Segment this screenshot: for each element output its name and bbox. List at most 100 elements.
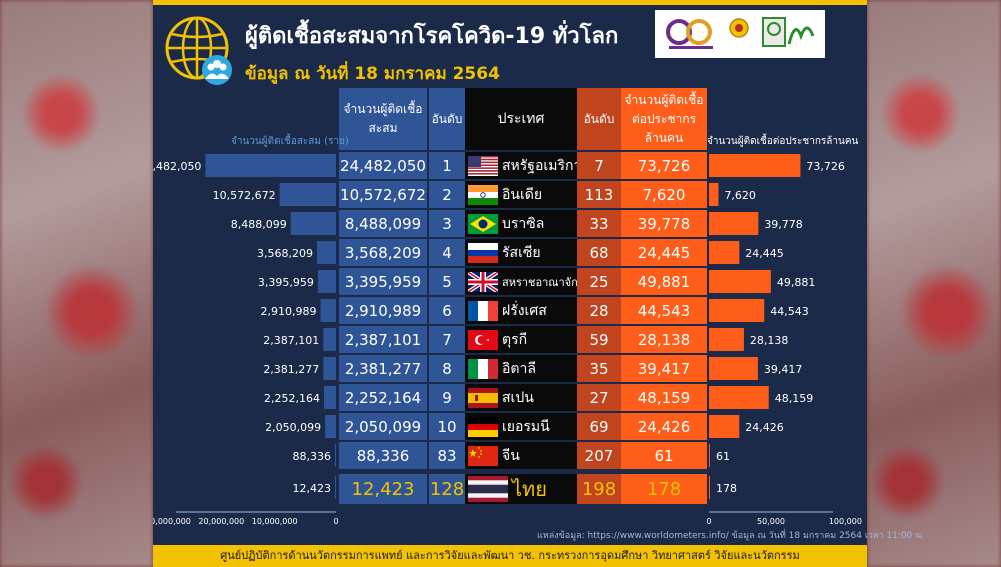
rank-cell: 2 [429, 181, 465, 208]
rank-per-million-cell: 7 [577, 152, 621, 179]
page-title: ผู้ติดเชื้อสะสมจากโรคโควิด-19 ทั่วโลก [245, 24, 619, 49]
rank-cell: 8 [429, 355, 465, 382]
right-bar [709, 415, 740, 438]
left-bar [323, 357, 336, 380]
header-rank-per-million: อันดับ [577, 88, 621, 150]
country-cell: สหราชอาณาจักร [465, 268, 584, 295]
left-bar [335, 476, 336, 499]
flag-cn-icon [468, 445, 498, 466]
header-country: ประเทศ [465, 88, 577, 150]
country-cell: อินเดีย [465, 181, 577, 208]
cases-cell: 24,482,050 [339, 152, 427, 179]
cases-per-million-cell: 7,620 [621, 181, 707, 208]
ministry-seal-logo [729, 18, 749, 38]
left-bar-label: 12,423 [293, 482, 332, 495]
background-right [867, 0, 1001, 567]
country-cell: ไทย [465, 474, 577, 504]
cases-per-million-cell: 24,426 [621, 413, 707, 440]
flag-br-icon [468, 213, 498, 234]
left-bar-label: 3,395,959 [258, 276, 314, 289]
right-bar-label: 39,417 [764, 363, 803, 376]
cases-per-million-cell: 39,778 [621, 210, 707, 237]
right-axis-tick: 0 [706, 517, 711, 526]
right-bar [709, 476, 710, 499]
cases-cell: 88,336 [339, 442, 427, 469]
rank-cell: 3 [429, 210, 465, 237]
left-bar [317, 270, 336, 293]
country-name: เยอรมนี [502, 418, 550, 435]
flag-gb-icon [468, 271, 498, 292]
country-name: อินเดีย [502, 186, 543, 203]
country-name: ไทย [512, 477, 547, 501]
country-name: สเปน [502, 389, 534, 406]
left-bar [325, 415, 336, 438]
flag-it-icon [468, 358, 498, 379]
infographic-panel: ผู้ติดเชื้อสะสมจากโรคโควิด-19 ทั่วโลก ข้… [153, 0, 924, 567]
cases-cell: 2,252,164 [339, 384, 427, 411]
rank-per-million-cell: 28 [577, 297, 621, 324]
right-bar [709, 241, 740, 264]
country-cell: จีน [465, 442, 577, 469]
left-bar-label: 2,387,101 [263, 334, 319, 347]
rank-per-million-cell: 35 [577, 355, 621, 382]
left-axis-tick: 30,000,000 [153, 517, 191, 526]
right-bar-label: 39,778 [764, 218, 803, 231]
left-axis-label: จำนวนผู้ติดเชื้อสะสม (ราย) [231, 136, 349, 147]
rank-cell: 1 [429, 152, 465, 179]
country-name: บราซิล [502, 215, 545, 232]
country-cell: ตุรกี [465, 326, 577, 353]
right-bar [709, 212, 759, 235]
left-bar-label: 2,252,164 [264, 392, 320, 405]
country-name: อิตาลี [502, 360, 536, 377]
flag-in-icon [468, 184, 498, 205]
right-bar-label: 49,881 [777, 276, 816, 289]
country-cell: เยอรมนี [465, 413, 577, 440]
left-bar-label: 24,482,050 [153, 160, 201, 173]
right-axis-tick: 100,000 [829, 517, 862, 526]
flag-us-icon [468, 155, 498, 176]
country-cell: รัสเซีย [465, 239, 577, 266]
rank-cell: 128 [429, 474, 465, 504]
right-bar [709, 270, 771, 293]
right-axis-label: จำนวนผู้ติดเชื้อต่อประชากรล้านคน [707, 136, 859, 147]
left-bar-label: 2,910,989 [260, 305, 316, 318]
country-cell: สเปน [465, 384, 577, 411]
rank-cell: 4 [429, 239, 465, 266]
flag-tr-icon [468, 329, 498, 350]
left-bar-label: 3,568,209 [257, 247, 313, 260]
country-cell: บราซิล [465, 210, 577, 237]
left-bar-label: 8,488,099 [231, 218, 287, 231]
right-bar-label: 44,543 [770, 305, 809, 318]
top-accent-line [153, 0, 867, 5]
rank-cell: 83 [429, 442, 465, 469]
country-name: รัสเซีย [502, 244, 541, 261]
nrct-90-logo [665, 19, 713, 49]
right-bar-label: 7,620 [724, 189, 756, 202]
footer-text: ศูนย์ปฏิบัติการด้านนวัตกรรมการแพทย์ และก… [153, 545, 867, 567]
nrct-logo [762, 17, 815, 47]
left-bar [320, 299, 336, 322]
cases-per-million-cell: 44,543 [621, 297, 707, 324]
flag-de-icon [468, 416, 498, 437]
left-bar-label: 10,572,672 [213, 189, 276, 202]
cases-cell: 2,381,277 [339, 355, 427, 382]
cases-cell: 3,568,209 [339, 239, 427, 266]
country-name: สหรัฐอเมริกา [502, 157, 582, 174]
header-cases: จำนวนผู้ติดเชื้อสะสม [339, 88, 427, 150]
right-bar-label: 24,445 [745, 247, 784, 260]
cases-cell: 2,387,101 [339, 326, 427, 353]
right-bar [709, 183, 719, 206]
right-bar [709, 328, 744, 351]
cases-cell: 8,488,099 [339, 210, 427, 237]
flag-ru-icon [468, 242, 498, 263]
right-bar-label: 178 [716, 482, 737, 495]
cases-per-million-cell: 73,726 [621, 152, 707, 179]
right-bar-label: 28,138 [750, 334, 789, 347]
right-axis-tick: 50,000 [757, 517, 785, 526]
cases-per-million-cell: 24,445 [621, 239, 707, 266]
cases-cell: 12,423 [339, 474, 427, 504]
right-bar [709, 357, 758, 380]
cases-per-million-cell: 48,159 [621, 384, 707, 411]
cases-cell: 2,910,989 [339, 297, 427, 324]
cases-cell: 3,395,959 [339, 268, 427, 295]
